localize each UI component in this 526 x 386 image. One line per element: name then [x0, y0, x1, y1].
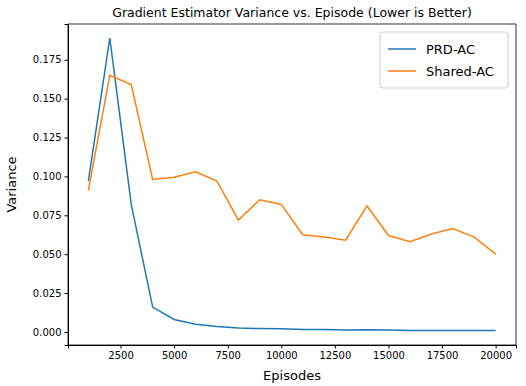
y-axis-title: Variance	[4, 156, 19, 212]
y-tick-label: 0.050	[33, 249, 62, 260]
x-tick: 5000	[162, 345, 187, 361]
y-tick-label: 0.000	[33, 327, 62, 338]
x-axis: 2500 5000 7500 10000 12500 15000 17500 20000	[69, 345, 517, 361]
x-tick-label: 7500	[215, 350, 240, 361]
y-tick-mark	[65, 60, 69, 61]
x-tick-label: 12500	[319, 350, 351, 361]
y-tick-mark	[65, 99, 69, 100]
legend: PRD-AC Shared-AC	[380, 32, 508, 88]
x-tick: 2500	[108, 345, 133, 361]
x-tick-label: 15000	[373, 350, 405, 361]
legend-swatch	[388, 70, 416, 72]
series-line	[88, 75, 495, 254]
x-tick-label: 5000	[162, 350, 187, 361]
x-tick-label: 20000	[480, 350, 512, 361]
legend-box	[380, 32, 508, 88]
y-tick-mark	[65, 254, 69, 255]
y-tick-mark	[65, 138, 69, 139]
x-tick: 17500	[427, 345, 459, 361]
x-tick-mark	[228, 345, 229, 349]
legend-label: Shared-AC	[426, 64, 494, 79]
x-tick-mark	[174, 345, 175, 349]
x-tick-label: 17500	[427, 350, 459, 361]
x-axis-title: Episodes	[263, 368, 321, 383]
y-tick: 0.050	[33, 249, 68, 260]
x-tick-mark	[121, 345, 122, 349]
y-tick-mark	[65, 176, 69, 177]
y-tick: 0.150	[33, 93, 68, 104]
x-axis-line	[69, 346, 517, 349]
y-tick: 0.175	[33, 54, 68, 65]
chart-title: Gradient Estimator Variance vs. Episode …	[112, 5, 472, 20]
x-tick-label: 10000	[266, 350, 298, 361]
x-tick-mark	[335, 345, 336, 349]
x-tick: 10000	[266, 345, 298, 361]
x-tick-label: 2500	[108, 350, 133, 361]
y-tick-mark	[65, 215, 69, 216]
y-tick-label: 0.125	[33, 132, 62, 143]
y-tick: 0.000	[33, 327, 68, 338]
y-tick-label: 0.100	[33, 171, 62, 182]
legend-swatch	[388, 48, 416, 50]
x-tick: 7500	[215, 345, 240, 361]
x-tick: 12500	[319, 345, 351, 361]
y-tick: 0.100	[33, 171, 68, 182]
x-tick-mark	[496, 345, 497, 349]
x-tick: 15000	[373, 345, 405, 361]
y-tick-label: 0.025	[33, 288, 62, 299]
chart: 2500 5000 7500 10000 12500 15000 17500 20000 0.0…	[0, 0, 526, 386]
y-tick-mark	[65, 293, 69, 294]
y-tick: 0.025	[33, 288, 68, 299]
y-tick-mark	[65, 332, 69, 333]
x-tick-mark	[388, 345, 389, 349]
y-tick-label: 0.175	[33, 54, 62, 65]
x-tick: 20000	[480, 345, 512, 361]
y-tick: 0.075	[33, 210, 68, 221]
y-tick-label: 0.150	[33, 93, 62, 104]
y-axis: 0.000 0.025 0.050 0.075 0.100 0.125 0.150 0.175	[33, 25, 69, 346]
x-tick-mark	[281, 345, 282, 349]
y-tick: 0.125	[33, 132, 68, 143]
y-tick-label: 0.075	[33, 210, 62, 221]
x-tick-mark	[442, 345, 443, 349]
legend-label: PRD-AC	[426, 42, 475, 57]
plot-frame	[68, 24, 516, 345]
